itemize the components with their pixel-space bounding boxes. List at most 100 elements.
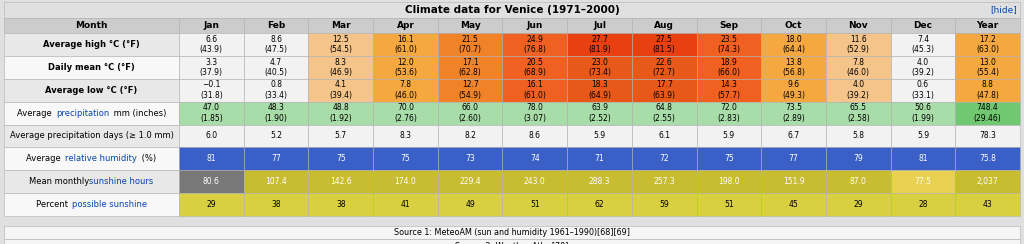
Bar: [696, 124, 761, 147]
Bar: [503, 102, 567, 124]
Text: 5.8: 5.8: [852, 132, 864, 141]
Text: 14.3
(57.7): 14.3 (57.7): [718, 81, 740, 100]
Text: 24.9
(76.8): 24.9 (76.8): [523, 35, 546, 54]
Text: 27.5
(81.5): 27.5 (81.5): [653, 35, 676, 54]
Text: 11.6
(52.9): 11.6 (52.9): [847, 35, 869, 54]
Text: 198.0: 198.0: [718, 177, 739, 186]
Bar: [761, 170, 826, 193]
Text: 75.8: 75.8: [979, 154, 996, 163]
Bar: [373, 18, 438, 33]
Bar: [567, 56, 632, 79]
Text: 17.2
(63.0): 17.2 (63.0): [976, 35, 999, 54]
Text: 77: 77: [271, 154, 281, 163]
Text: 70.0
(2.76): 70.0 (2.76): [394, 103, 417, 123]
Bar: [567, 33, 632, 56]
Bar: [632, 147, 696, 170]
Bar: [567, 170, 632, 193]
Text: 75: 75: [336, 154, 346, 163]
Bar: [4, 18, 179, 33]
Bar: [179, 124, 244, 147]
Bar: [826, 79, 891, 102]
Bar: [567, 18, 632, 33]
Bar: [955, 79, 1020, 102]
Text: Jan: Jan: [204, 21, 219, 30]
Text: Mar: Mar: [331, 21, 350, 30]
Text: Daily mean °C (°F): Daily mean °C (°F): [48, 63, 135, 72]
Text: 51: 51: [724, 200, 734, 209]
Bar: [179, 147, 244, 170]
Bar: [761, 124, 826, 147]
Bar: [503, 79, 567, 102]
Text: 2,037: 2,037: [977, 177, 998, 186]
Text: 38: 38: [271, 200, 281, 209]
Bar: [891, 124, 955, 147]
Bar: [4, 239, 1020, 244]
Text: 47.0
(1.85): 47.0 (1.85): [200, 103, 223, 123]
Bar: [826, 193, 891, 216]
Bar: [4, 226, 1020, 239]
Text: 29: 29: [207, 200, 216, 209]
Text: Average: Average: [26, 154, 62, 163]
Bar: [438, 170, 503, 193]
Bar: [438, 102, 503, 124]
Bar: [826, 124, 891, 147]
Text: 12.5
(54.5): 12.5 (54.5): [330, 35, 352, 54]
Bar: [696, 170, 761, 193]
Bar: [308, 33, 373, 56]
Bar: [308, 18, 373, 33]
Bar: [632, 102, 696, 124]
Bar: [244, 18, 308, 33]
Bar: [696, 56, 761, 79]
Text: 50.6
(1.99): 50.6 (1.99): [911, 103, 934, 123]
Bar: [826, 147, 891, 170]
Text: Percent: Percent: [36, 200, 71, 209]
Bar: [244, 170, 308, 193]
Text: Average precipitation days (≥ 1.0 mm): Average precipitation days (≥ 1.0 mm): [9, 132, 173, 141]
Bar: [4, 2, 1020, 18]
Text: 6.1: 6.1: [658, 132, 670, 141]
Bar: [826, 102, 891, 124]
Bar: [632, 193, 696, 216]
Bar: [891, 56, 955, 79]
Bar: [438, 147, 503, 170]
Bar: [696, 33, 761, 56]
Text: 6.6
(43.9): 6.6 (43.9): [200, 35, 223, 54]
Text: May: May: [460, 21, 480, 30]
Text: 5.9: 5.9: [594, 132, 605, 141]
Bar: [179, 56, 244, 79]
Text: relative humidity: relative humidity: [65, 154, 136, 163]
Text: 8.6: 8.6: [528, 132, 541, 141]
Text: 18.0
(64.4): 18.0 (64.4): [782, 35, 805, 54]
Bar: [955, 147, 1020, 170]
Text: −0.1
(31.8): −0.1 (31.8): [200, 81, 223, 100]
Text: 65.5
(2.58): 65.5 (2.58): [847, 103, 869, 123]
Text: possible sunshine: possible sunshine: [72, 200, 147, 209]
Text: precipitation: precipitation: [56, 109, 110, 118]
Bar: [373, 193, 438, 216]
Text: 107.4: 107.4: [265, 177, 287, 186]
Text: 43: 43: [983, 200, 992, 209]
Text: 38: 38: [336, 200, 345, 209]
Text: 22.6
(72.7): 22.6 (72.7): [652, 58, 676, 77]
Text: 71: 71: [595, 154, 604, 163]
Text: Dec: Dec: [913, 21, 933, 30]
Bar: [179, 193, 244, 216]
Bar: [696, 79, 761, 102]
Text: 5.9: 5.9: [723, 132, 735, 141]
Text: 4.1
(39.4): 4.1 (39.4): [330, 81, 352, 100]
Text: 7.4
(45.3): 7.4 (45.3): [911, 35, 935, 54]
Bar: [567, 124, 632, 147]
Text: Source 1: MeteoAM (sun and humidity 1961–1990)[68][69]: Source 1: MeteoAM (sun and humidity 1961…: [394, 228, 630, 237]
Text: 79: 79: [853, 154, 863, 163]
Text: 9.6
(49.3): 9.6 (49.3): [782, 81, 805, 100]
Bar: [4, 79, 179, 102]
Text: 41: 41: [400, 200, 411, 209]
Bar: [761, 102, 826, 124]
Text: 81: 81: [919, 154, 928, 163]
Text: 72: 72: [659, 154, 669, 163]
Text: 6.7: 6.7: [787, 132, 800, 141]
Bar: [696, 102, 761, 124]
Text: 78.0
(3.07): 78.0 (3.07): [523, 103, 547, 123]
Bar: [503, 33, 567, 56]
Bar: [373, 170, 438, 193]
